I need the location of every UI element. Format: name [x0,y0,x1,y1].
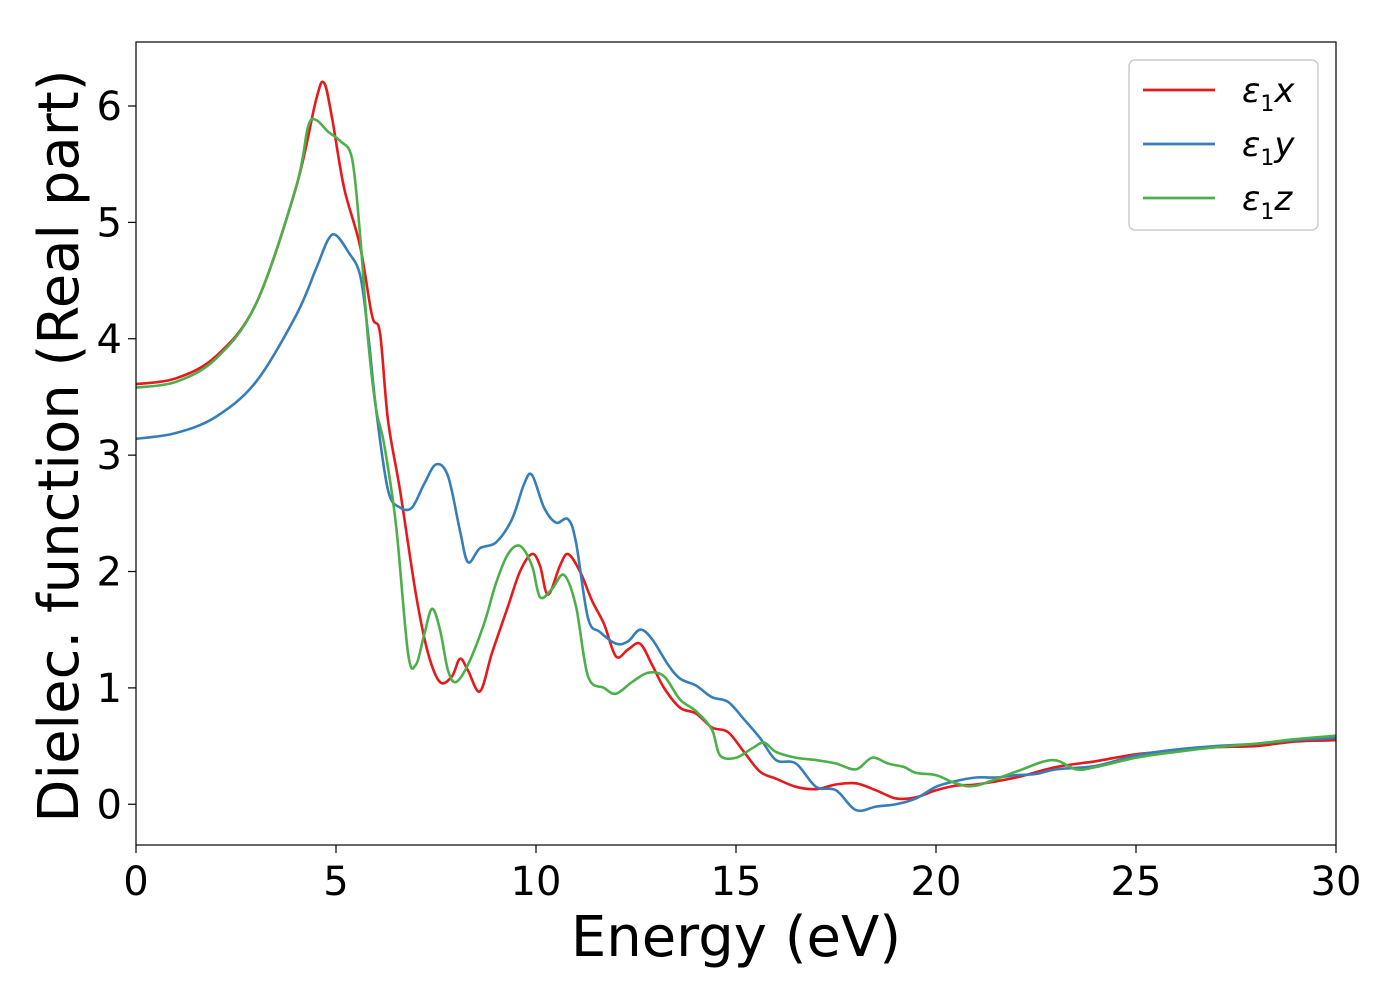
legend-label-x: ε1x [1242,71,1295,117]
x-axis-label: Energy (eV) [571,905,901,970]
y-tick-label: 0 [97,782,122,828]
x-tick-label: 25 [1111,859,1162,905]
legend: ε1x ε1y ε1z [1128,59,1319,231]
series-line-y [136,233,1336,813]
x-tick-label: 15 [711,859,762,905]
series-line-z [136,117,1336,788]
x-tick-label: 10 [511,859,562,905]
y-axis: 0 1 2 3 4 5 6 [97,84,136,828]
y-tick-label: 3 [97,433,122,479]
legend-label-z: ε1z [1242,179,1293,225]
series-lines [136,80,1336,813]
y-tick-label: 2 [97,550,122,596]
x-axis: 0 5 10 15 20 25 30 [123,845,1361,905]
legend-box [1128,59,1319,231]
y-axis-label: Dielec. function (Real part) [27,69,92,822]
x-tick-label: 30 [1311,859,1362,905]
y-tick-label: 4 [97,317,122,363]
x-tick-label: 5 [323,859,348,905]
x-tick-label: 20 [911,859,962,905]
y-tick-label: 6 [97,84,122,130]
y-tick-label: 5 [97,200,122,246]
x-tick-label: 0 [123,859,148,905]
series-line-x [136,80,1336,801]
y-tick-label: 1 [97,666,122,712]
legend-label-y: ε1y [1242,125,1295,171]
